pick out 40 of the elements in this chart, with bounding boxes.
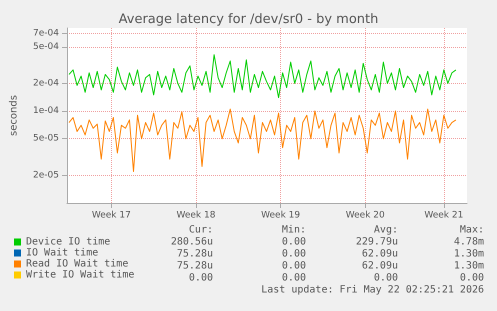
y-tick-label: 5e-05	[33, 134, 59, 144]
text: Avg:	[374, 224, 398, 236]
text: 62.09u	[362, 260, 398, 272]
text: 229.79u	[356, 236, 398, 248]
y-tick-label: 5e-04	[33, 42, 60, 52]
text: 0.00	[282, 272, 306, 284]
x-tick-label: Week 19	[261, 210, 300, 220]
text: 0.00	[374, 272, 398, 284]
text: 1.30m	[454, 260, 484, 272]
x-tick-label: Week 17	[92, 210, 131, 220]
text: 0.00	[282, 260, 306, 272]
text: 0.00	[282, 248, 306, 260]
text: 75.28u	[176, 248, 213, 260]
y-tick-label: 2e-05	[33, 170, 59, 180]
y-tick-label: 7e-04	[33, 28, 60, 38]
legend-label: Device IO time	[26, 236, 110, 248]
chart-title: Average latency for /dev/sr0 - by month	[118, 12, 378, 27]
y-tick-label: 2e-04	[33, 78, 60, 88]
legend-label: Write IO Wait time	[26, 270, 134, 280]
text: Cur:	[188, 224, 213, 236]
text: 0.00	[282, 236, 306, 248]
line-series	[68, 108, 456, 172]
y-tick-label: 1e-04	[33, 106, 60, 116]
legend-label: IO Wait time	[26, 248, 98, 258]
text: 0.00	[460, 272, 484, 284]
text: Last update: Fri May 22 02:25:21 2026	[261, 284, 484, 296]
text: 1.30m	[454, 248, 484, 260]
text: Max:	[460, 224, 484, 236]
text: 280.56u	[170, 236, 213, 248]
line-series	[68, 54, 456, 98]
text: 62.09u	[362, 248, 398, 260]
text: 4.78m	[454, 236, 484, 248]
x-tick-label: Week 21	[424, 210, 464, 220]
text: 75.28u	[176, 260, 213, 272]
text: Min:	[282, 224, 306, 236]
x-tick-label: Week 20	[346, 210, 385, 220]
legend-label: Read IO Wait time	[26, 258, 128, 270]
y-axis-title: seconds	[8, 95, 20, 136]
text: 0.00	[188, 272, 213, 284]
x-tick-label: Week 18	[176, 210, 216, 220]
